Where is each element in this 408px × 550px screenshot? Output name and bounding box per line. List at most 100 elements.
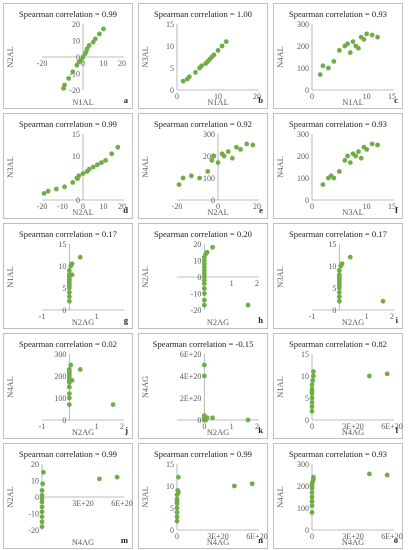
x-tick-label: -20 xyxy=(37,59,48,68)
x-tick-label: -10 xyxy=(57,202,68,211)
data-point xyxy=(309,386,315,392)
data-point xyxy=(356,149,361,154)
data-point xyxy=(39,492,45,498)
y-axis-label: N4AG xyxy=(141,376,150,398)
data-point xyxy=(40,469,46,475)
data-point xyxy=(176,182,182,187)
data-point xyxy=(331,59,337,64)
data-point xyxy=(174,496,180,502)
x-tick-label: 0 xyxy=(310,92,314,101)
data-point xyxy=(199,63,204,69)
panel-letter: i xyxy=(395,315,398,325)
y-tick-label: 100 xyxy=(297,64,309,73)
panel-letter: a xyxy=(123,95,128,105)
y-tick-label: 5 xyxy=(62,284,66,293)
y-tick-label: 15 xyxy=(58,240,66,249)
data-point xyxy=(201,362,207,368)
panel-j: -1 1 2 0 100 200 300 N2AG N4AL Spearman correlati… xyxy=(3,333,133,439)
y-tick-label: 0 xyxy=(197,273,201,282)
panel-letter: g xyxy=(123,315,128,325)
x-tick-label: -20 xyxy=(172,202,183,211)
y-axis-label: N4AL xyxy=(276,46,285,67)
x-tick-label: 0 xyxy=(81,202,85,211)
data-point xyxy=(367,471,372,477)
data-point xyxy=(245,417,251,423)
data-point xyxy=(336,268,342,273)
data-point xyxy=(86,43,92,48)
y-tick-label: 0 xyxy=(62,416,66,425)
data-point xyxy=(39,509,45,515)
x-tick-label: 1 xyxy=(365,312,369,321)
data-point xyxy=(232,483,237,489)
data-point xyxy=(210,415,215,421)
y-tick-label: 20 xyxy=(31,460,39,469)
panel-letter: l xyxy=(395,425,398,435)
correlation-annotation: Spearman correlation = 0.99 xyxy=(154,449,252,459)
panel-l: 0 3E+20 6E+20 0 5 10 15 N4AG N1AL Spearman correl… xyxy=(273,333,403,439)
y-axis-label: N1AL xyxy=(6,266,15,287)
data-point xyxy=(347,254,353,260)
data-point xyxy=(211,52,217,58)
y-tick-label: 300 xyxy=(297,130,309,139)
data-point xyxy=(197,175,202,181)
panel-letter: c xyxy=(394,95,398,105)
data-point xyxy=(250,142,256,148)
data-point xyxy=(201,286,207,291)
data-point xyxy=(238,147,243,152)
data-point xyxy=(210,244,215,250)
data-point xyxy=(219,43,225,49)
y-tick-label: 15 xyxy=(166,460,174,469)
data-point xyxy=(66,384,72,390)
data-point xyxy=(114,474,120,480)
data-point xyxy=(66,395,72,401)
data-point xyxy=(186,74,192,80)
y-tick-label: 15 xyxy=(328,240,336,249)
data-point xyxy=(339,261,345,267)
data-point xyxy=(336,169,342,174)
data-point xyxy=(103,158,108,163)
y-tick-label: 300 xyxy=(297,460,309,469)
panel-f: 0 10 15 0 100 200 300 N3AL N4AL Spearman correlat… xyxy=(273,113,403,219)
data-point xyxy=(336,298,342,304)
panel-letter: e xyxy=(259,205,263,215)
y-tick-label: 15 xyxy=(72,130,80,139)
data-point xyxy=(326,65,331,71)
y-tick-label: 0 xyxy=(305,526,309,535)
y-tick-label: 0 xyxy=(76,196,80,205)
data-point xyxy=(77,367,83,372)
y-axis-label: N4AL xyxy=(141,156,150,177)
y-tick-label: 200 xyxy=(297,42,309,51)
correlation-annotation: Spearman correlation = 1.00 xyxy=(154,9,252,19)
data-point xyxy=(375,142,380,148)
data-point xyxy=(39,504,45,510)
data-point xyxy=(109,151,115,157)
data-point xyxy=(201,281,207,286)
y-tick-label: 0 xyxy=(211,196,215,205)
data-point xyxy=(356,45,361,51)
data-point xyxy=(53,186,59,192)
data-point xyxy=(62,184,67,190)
x-tick-label: 6E+20 xyxy=(111,499,132,508)
data-point xyxy=(331,175,337,181)
y-tick-label: 100 xyxy=(203,174,215,183)
data-point xyxy=(310,474,316,480)
panel-letter: f xyxy=(395,205,398,215)
data-point xyxy=(174,518,180,524)
scatter-plot-m: 3E+20 6E+20 -20 -10 0 10 20 N4AG N2AL xyxy=(6,460,133,547)
panel-letter: j xyxy=(125,425,128,435)
data-point xyxy=(369,32,375,38)
data-point xyxy=(76,173,82,179)
x-axis-label: N1AL xyxy=(207,98,228,107)
y-axis-label: N3AL xyxy=(276,266,285,287)
y-tick-label: 10 xyxy=(31,476,39,485)
correlation-annotation: Spearman correlation = -0.15 xyxy=(152,339,254,349)
data-point xyxy=(380,298,386,304)
data-point xyxy=(201,271,207,277)
y-tick-label: 5 xyxy=(305,394,309,403)
data-point xyxy=(342,158,348,163)
data-point xyxy=(66,76,72,81)
data-point xyxy=(41,191,47,196)
data-point xyxy=(201,258,207,263)
data-point xyxy=(175,474,181,480)
